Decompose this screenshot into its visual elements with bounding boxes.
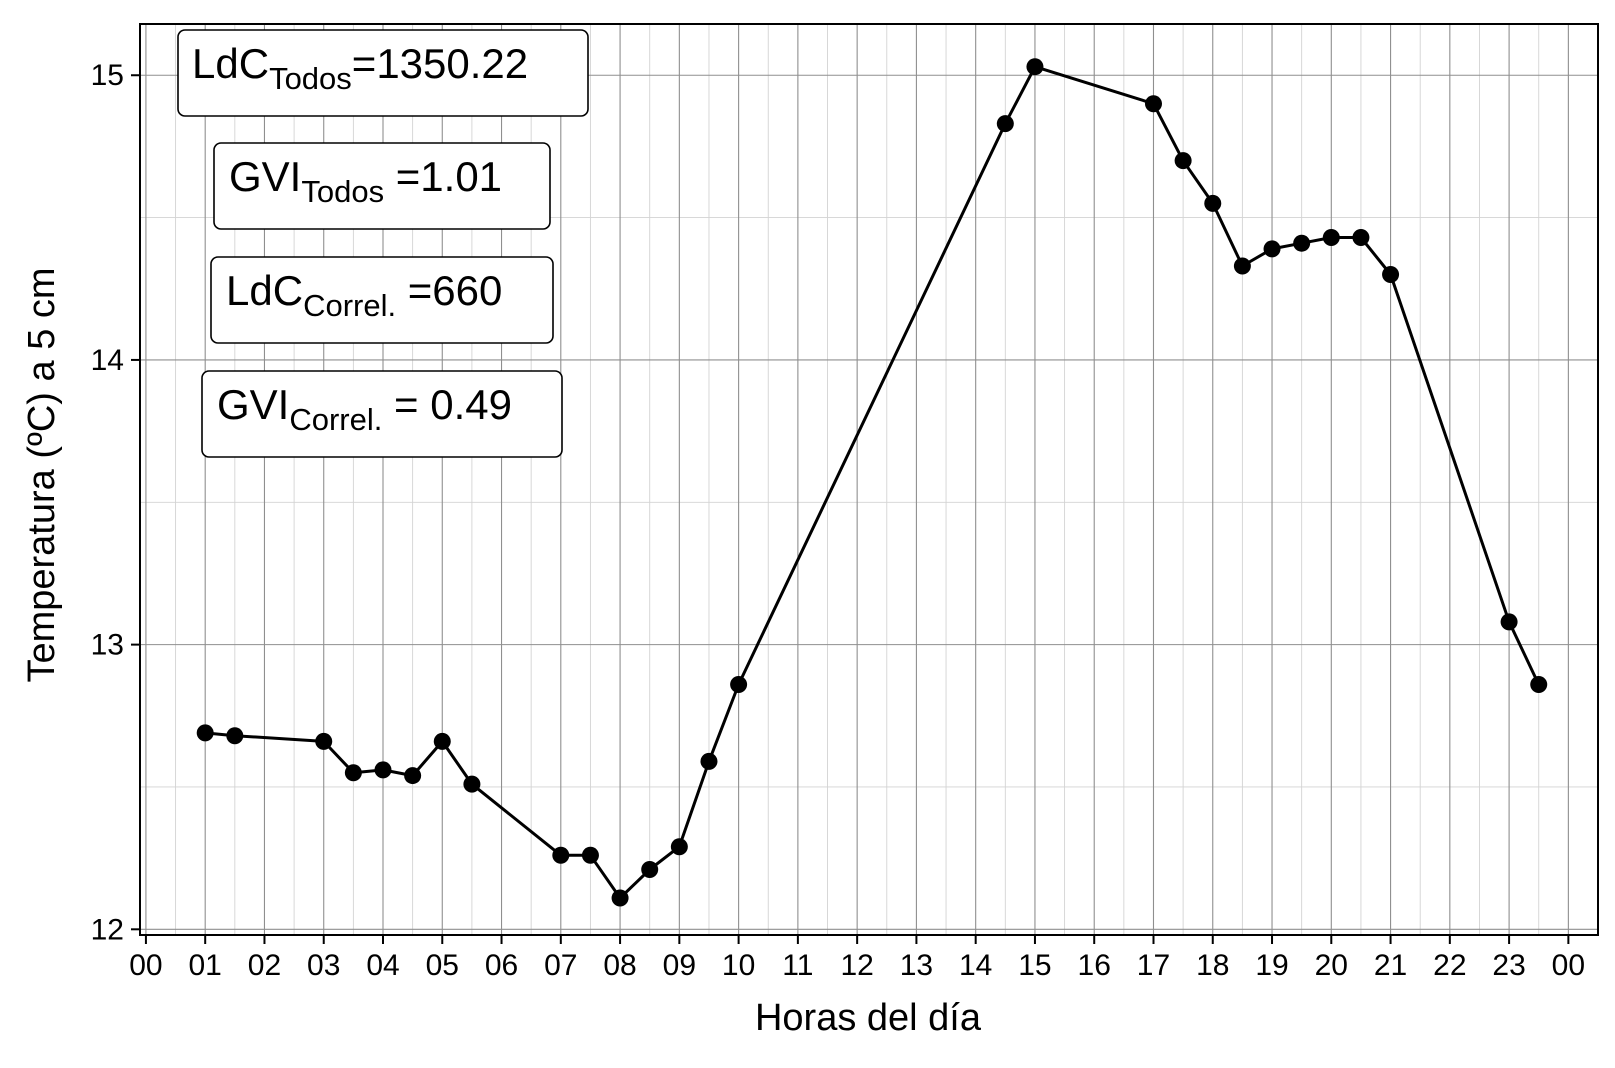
y-tick-label: 13 — [91, 629, 124, 662]
x-tick-label: 04 — [366, 949, 399, 982]
annotation-frame — [201, 370, 563, 458]
data-point — [404, 767, 422, 785]
data-point — [1382, 266, 1400, 284]
data-point — [1322, 229, 1340, 247]
annotation-frame — [177, 29, 589, 117]
data-point — [1026, 58, 1044, 76]
y-tick-label: 12 — [91, 913, 124, 946]
data-point — [1204, 194, 1222, 212]
x-tick-label: 11 — [782, 949, 813, 982]
annotation-box: GVITodos =1.01 — [213, 142, 551, 230]
x-tick-label: 15 — [1018, 949, 1051, 982]
annotation-box: GVICorrel. = 0.49 — [201, 370, 563, 458]
x-tick-label: 00 — [1552, 949, 1585, 982]
axis-ticks — [131, 74, 1570, 944]
x-tick-label: 03 — [307, 949, 340, 982]
data-point — [700, 752, 718, 770]
data-point — [315, 732, 333, 750]
x-tick-label: 08 — [603, 949, 636, 982]
series-points — [196, 58, 1548, 907]
x-axis-title: Horas del día — [755, 997, 982, 1039]
data-point — [1144, 95, 1162, 113]
x-tick-label: 16 — [1078, 949, 1111, 982]
x-tick-label: 14 — [959, 949, 992, 982]
data-point — [196, 724, 214, 742]
x-tick-label: 18 — [1196, 949, 1229, 982]
data-point — [1530, 675, 1548, 693]
x-tick-label: 10 — [722, 949, 755, 982]
y-axis-tick-labels: 12 13 14 15 — [91, 59, 124, 946]
data-point — [581, 846, 599, 864]
x-tick-label: 19 — [1255, 949, 1288, 982]
data-point — [1293, 234, 1311, 252]
x-tick-label: 22 — [1433, 949, 1466, 982]
x-tick-label: 09 — [663, 949, 696, 982]
annotation-label: GVITodos =1.01 — [229, 153, 502, 209]
x-tick-label: 07 — [544, 949, 577, 982]
data-point — [1352, 229, 1370, 247]
data-point — [641, 861, 659, 879]
data-point — [463, 775, 481, 793]
data-point — [433, 732, 451, 750]
data-point — [1233, 257, 1251, 275]
annotation-box: LdCCorrel. =660 — [210, 256, 554, 344]
x-tick-label: 13 — [900, 949, 933, 982]
data-point — [552, 846, 570, 864]
data-point — [1263, 240, 1281, 258]
x-tick-label: 17 — [1137, 949, 1170, 982]
y-axis-title: Temperatura (ºC) a 5 cm — [21, 267, 63, 682]
x-tick-label: 12 — [840, 949, 873, 982]
data-point — [374, 761, 392, 779]
data-point — [1174, 152, 1192, 170]
x-axis-tick-labels: 00 01 02 03 04 05 06 07 08 09 10 11 12 13 14 15 16 17 18 19… — [129, 949, 1585, 982]
x-tick-label: 23 — [1492, 949, 1525, 982]
x-tick-label: 06 — [485, 949, 518, 982]
data-point — [611, 889, 629, 907]
annotation-boxes: LdCTodos=1350.22 GVITodos =1.01 LdCCorrel.… — [177, 29, 589, 458]
annotation-label: LdCCorrel. =660 — [226, 267, 502, 323]
annotation-frame — [213, 142, 551, 230]
x-tick-label: 20 — [1315, 949, 1348, 982]
y-tick-label: 14 — [91, 344, 124, 377]
data-point — [226, 727, 244, 745]
x-tick-label: 21 — [1374, 949, 1407, 982]
x-tick-label: 01 — [189, 949, 222, 982]
x-tick-label: 00 — [129, 949, 162, 982]
y-tick-label: 15 — [91, 59, 124, 92]
annotation-frame — [210, 256, 554, 344]
plot-panel-border — [139, 23, 1599, 936]
annotation-box: LdCTodos=1350.22 — [177, 29, 589, 117]
annotation-label: GVICorrel. = 0.49 — [217, 381, 512, 437]
data-point — [730, 675, 748, 693]
data-point — [1500, 613, 1518, 631]
x-tick-label: 02 — [248, 949, 281, 982]
x-tick-label: 05 — [426, 949, 459, 982]
data-point — [344, 764, 362, 782]
data-point — [670, 838, 688, 856]
data-point — [996, 115, 1014, 133]
annotation-label: LdCTodos=1350.22 — [192, 40, 528, 96]
series-line — [205, 65, 1541, 900]
